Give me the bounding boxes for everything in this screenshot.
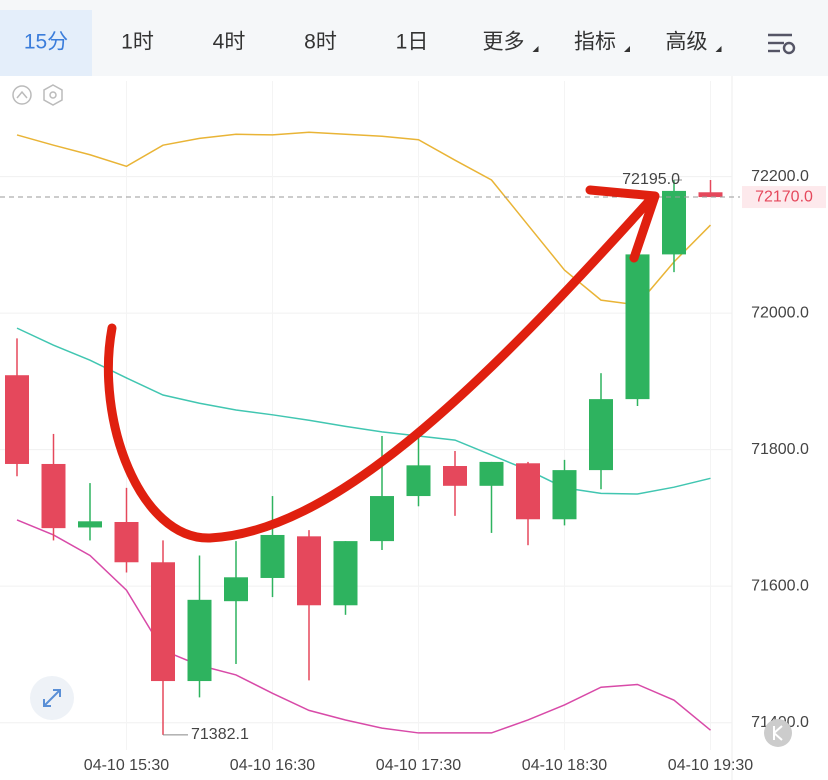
indicator-line: [16, 519, 711, 734]
candle-body: [114, 521, 139, 563]
indicator-toggles[interactable]: [12, 84, 63, 106]
annotation-arrow-head: [585, 185, 660, 263]
annotation-arrow: [103, 195, 655, 543]
indicator-line: [16, 131, 712, 306]
min-label: 71382.1: [191, 726, 249, 743]
x-tick-label: 04-10 16:30: [230, 757, 316, 774]
candle-body: [662, 190, 686, 255]
x-tick-label: 04-10 17:30: [376, 757, 462, 774]
tab-bar: [0, 0, 828, 76]
expand-button[interactable]: [30, 676, 74, 720]
candle-body: [552, 470, 577, 520]
tab[interactable]: 高级: [666, 31, 708, 54]
candle-body: [151, 562, 175, 682]
candle-body: [516, 463, 540, 520]
dropdown-caret: [624, 46, 630, 52]
dropdown-caret: [532, 46, 539, 52]
logo: [764, 719, 792, 747]
candle-body: [370, 496, 394, 542]
indicator-line: [16, 327, 711, 495]
tab[interactable]: 15分: [24, 31, 68, 54]
candle-body: [625, 254, 650, 400]
tab[interactable]: 指标: [574, 31, 616, 54]
last-price-tag: [742, 186, 826, 209]
selected-tab-bg: [0, 10, 92, 76]
tab[interactable]: 1时: [121, 31, 154, 54]
candle-body: [260, 534, 285, 578]
candle-body: [297, 536, 321, 606]
candle-body: [443, 466, 467, 486]
max-label: 72195.0: [622, 171, 680, 188]
candle-body: [698, 192, 723, 198]
settings-icon[interactable]: [768, 33, 796, 55]
x-tick-label: 04-10 15:30: [84, 757, 170, 774]
tab[interactable]: 8时: [304, 31, 337, 54]
candle-body: [224, 577, 248, 602]
candle-body: [5, 375, 29, 464]
y-tick-label: 71600.0: [751, 577, 809, 594]
x-tick-label: 04-10 19:30: [668, 757, 754, 774]
tabs: 15分 1时 4时 8时 1日 更多 指标 高级: [24, 31, 722, 54]
plot: 71400.071600.071800.072000.072200.004-10…: [0, 81, 826, 774]
last-price-label: 72170.0: [755, 188, 813, 205]
dropdown-caret: [715, 46, 722, 52]
y-tick-label: 72200.0: [751, 168, 809, 185]
y-tick-label: 71800.0: [751, 441, 809, 458]
candle-body: [78, 521, 102, 528]
y-tick-label: 72000.0: [751, 304, 809, 321]
candle-body: [333, 541, 358, 606]
candle-body: [187, 599, 212, 682]
tab[interactable]: 更多: [483, 31, 525, 54]
x-tick-label: 04-10 18:30: [522, 757, 608, 774]
candle-body: [479, 461, 504, 486]
candle-body: [589, 399, 613, 471]
candle-body: [406, 465, 431, 497]
tab[interactable]: 4时: [213, 31, 246, 54]
candle-body: [41, 463, 66, 529]
tab[interactable]: 1日: [396, 31, 429, 54]
